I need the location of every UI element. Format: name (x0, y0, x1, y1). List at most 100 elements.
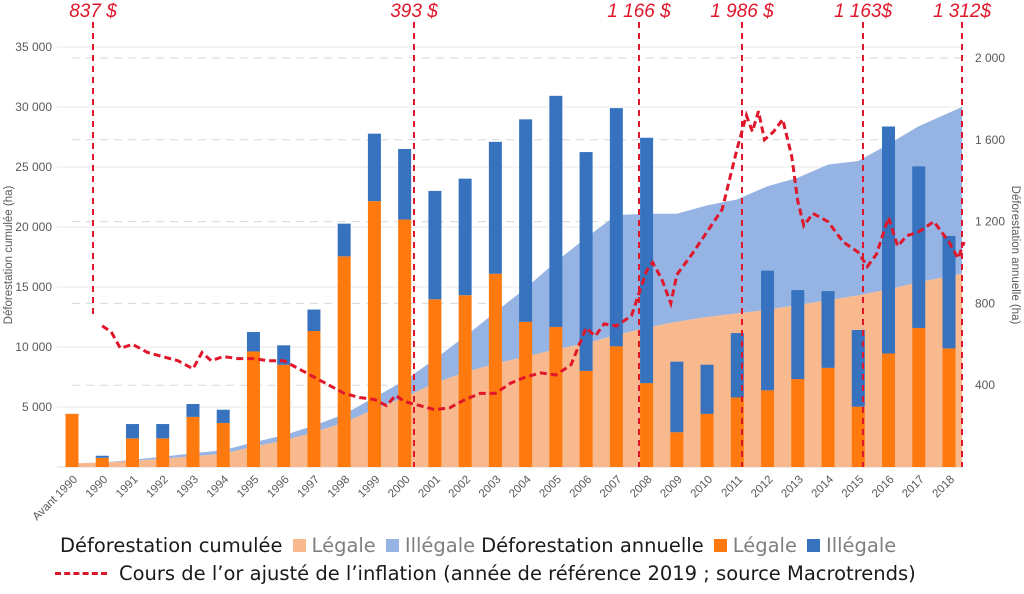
bar-annual-illegal (398, 149, 412, 220)
bar-annual-illegal (882, 126, 896, 354)
axis-ticks: 5 000 10 000 15 000 20 000 25 000 30 000 35 00… (15, 40, 1005, 414)
x-tick-label: 2012 (749, 474, 776, 501)
bar-annual-legal (186, 416, 200, 467)
legend-cumul-illegal: Illégale (404, 534, 476, 557)
bar-annual-illegal (186, 404, 200, 417)
legend-row-deforestation: Déforestation cumulée Légale Illégale Dé… (60, 534, 1024, 557)
bar-annual-legal (367, 201, 381, 467)
gold-marker-label: 1 166 $ (607, 1, 671, 22)
bar-annual-illegal (609, 108, 623, 347)
bar-annual-illegal (640, 137, 654, 384)
legend-annual-title: Déforestation annuelle (481, 534, 704, 557)
bar-annual-illegal (246, 332, 260, 352)
x-tick-label: 2015 (840, 474, 867, 501)
bar-annual-legal (730, 397, 744, 467)
bar-annual-legal (519, 321, 533, 467)
annual-bars (65, 95, 956, 467)
bar-annual-legal (640, 383, 654, 467)
left-tick-label: 35 000 (15, 40, 52, 54)
legend-row-gold: Cours de l’or ajusté de l’inflation (ann… (55, 562, 1024, 585)
bar-annual-legal (337, 256, 351, 467)
x-tick-label: 2003 (477, 474, 504, 501)
bar-annual-illegal (942, 235, 956, 349)
x-tick-label: 2000 (386, 474, 413, 501)
bar-annual-legal (458, 295, 472, 467)
bar-annual-illegal (95, 455, 109, 458)
gold-price-line (101, 110, 966, 412)
left-tick-label: 15 000 (15, 280, 52, 294)
left-tick-label: 10 000 (15, 340, 52, 354)
area-cumulative-illegal (67, 107, 962, 464)
bar-annual-illegal (549, 95, 563, 327)
left-tick-label: 5 000 (22, 400, 52, 414)
x-tick-label: 2018 (931, 474, 958, 501)
legend-annual-illegal: Illégale (825, 534, 897, 557)
bar-annual-illegal (791, 290, 805, 380)
x-tick-label: 1997 (295, 474, 322, 501)
bar-annual-illegal (307, 309, 321, 332)
bar-annual-legal (65, 413, 79, 467)
left-tick-label: 20 000 (15, 220, 52, 234)
bar-annual-legal (246, 351, 260, 467)
x-tick-label: 2010 (689, 474, 716, 501)
x-tick-label: 1996 (265, 474, 292, 501)
bar-annual-illegal (700, 364, 714, 414)
bar-annual-legal (821, 367, 835, 467)
bar-annual-legal (216, 423, 230, 467)
right-tick-label: 1 600 (975, 133, 1005, 147)
x-tick-label: 2017 (900, 474, 927, 501)
legend-cumul-legal: Légale (311, 534, 376, 557)
bar-annual-legal (277, 364, 291, 467)
legend-cumul-title: Déforestation cumulée (60, 534, 283, 557)
bar-annual-illegal (125, 424, 139, 439)
bar-annual-legal (761, 390, 775, 467)
bar-annual-legal (609, 346, 623, 467)
bar-annual-legal (791, 379, 805, 467)
x-tick-label: 2006 (568, 474, 595, 501)
bar-annual-illegal (337, 223, 351, 257)
bar-annual-legal (125, 438, 139, 467)
bar-annual-legal (942, 348, 956, 467)
right-tick-label: 1 200 (975, 215, 1005, 229)
bar-annual-legal (95, 457, 109, 467)
legend-swatch-annual-illegal (806, 539, 820, 552)
left-tick-label: 30 000 (15, 100, 52, 114)
bar-annual-legal (398, 219, 412, 467)
gold-marker-label: 1 312$ (933, 1, 992, 22)
gold-marker-label: 393 $ (390, 1, 438, 22)
x-tick-label: 2009 (658, 474, 685, 501)
gold-price-path (101, 110, 966, 412)
bar-annual-legal (851, 406, 865, 467)
bar-annual-illegal (579, 152, 593, 371)
gold-marker-label: 1 163$ (834, 1, 893, 22)
x-tick-label: 2002 (447, 474, 474, 501)
x-tick-label: 2016 (870, 474, 897, 501)
x-tick-label: 2007 (598, 474, 625, 501)
legend-swatch-annual-legal (713, 539, 727, 552)
x-tick-label: 1995 (235, 474, 262, 501)
x-tick-label: 1992 (144, 474, 171, 501)
right-axis-title: Déforestation annuelle (ha) (1009, 186, 1021, 325)
bar-annual-illegal (458, 178, 472, 296)
x-tick-label: 2011 (719, 474, 745, 500)
legend-annual-legal: Légale (732, 534, 797, 557)
x-tick-label: 2004 (507, 473, 534, 500)
bar-annual-illegal (156, 424, 170, 439)
chart: 837 $ 393 $ 1 166 $ 1 986 $ 1 163$ 1 312$ 5 0… (3, 1, 1021, 523)
legend-swatch-cumul-illegal (385, 539, 399, 552)
bar-annual-legal (428, 299, 442, 467)
x-tick-label: 1990 (84, 474, 111, 501)
bar-annual-legal (579, 370, 593, 467)
legend-gold-line: Cours de l’or ajusté de l’inflation (ann… (119, 562, 916, 585)
x-tick-label: 2008 (628, 474, 655, 501)
bar-annual-illegal (670, 361, 684, 433)
legend-swatch-cumul-legal (292, 539, 306, 552)
bar-annual-legal (670, 432, 684, 467)
right-tick-label: 2 000 (975, 51, 1005, 65)
x-tick-label: 2014 (810, 473, 837, 500)
gold-marker-label: 1 986 $ (710, 1, 774, 22)
bar-annual-illegal (428, 190, 442, 300)
x-tick-label: 2001 (416, 474, 443, 501)
bar-annual-illegal (367, 133, 381, 202)
x-tick-label: 1998 (326, 474, 353, 501)
